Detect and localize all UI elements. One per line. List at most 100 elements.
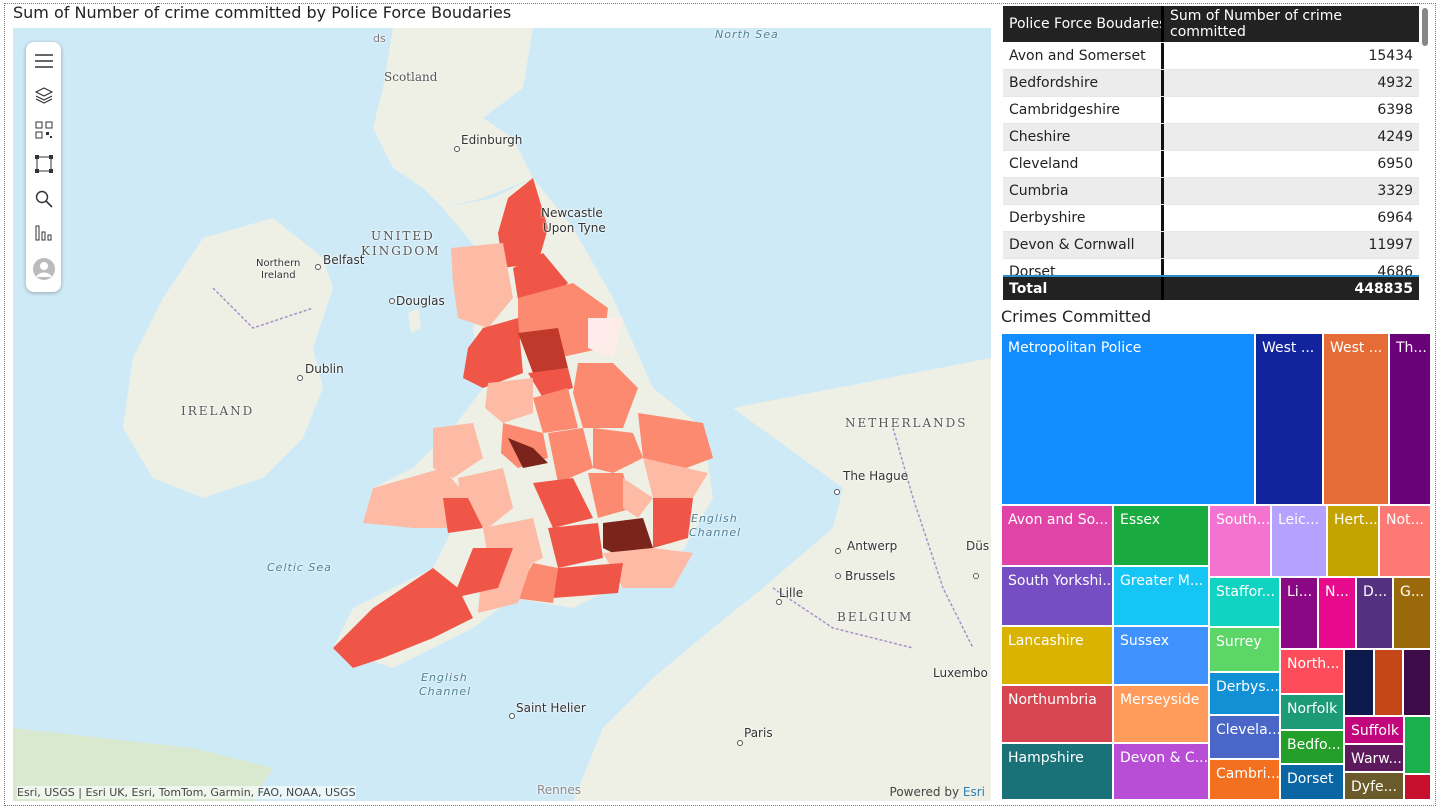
table-row[interactable]: Cambridgeshire 6398 <box>1003 97 1419 124</box>
map-label-douglas: Douglas <box>396 294 445 308</box>
table-row[interactable]: Avon and Somerset 15434 <box>1003 43 1419 70</box>
treemap-tile[interactable]: Li... <box>1280 577 1318 649</box>
city-dot <box>509 713 515 719</box>
map-label-newcastle-2: Upon Tyne <box>543 221 606 235</box>
table-row[interactable]: Cheshire 4249 <box>1003 124 1419 151</box>
map-label-english-channel-2b: Channel <box>419 685 472 698</box>
treemap-tile[interactable]: Bedfo... <box>1280 730 1344 764</box>
treemap-tile[interactable]: Lancashire <box>1001 626 1113 685</box>
map-attribution: Esri, USGS | Esri UK, Esri, TomTom, Garm… <box>17 786 356 799</box>
treemap-tile[interactable]: Hert... <box>1327 505 1379 577</box>
search-icon[interactable] <box>26 184 61 214</box>
map-label-celtic-sea: Celtic Sea <box>267 561 332 574</box>
map-toolbar <box>26 42 61 292</box>
table-scrollbar[interactable] <box>1421 6 1429 274</box>
treemap-tile[interactable]: N... <box>1318 577 1356 649</box>
treemap-tile[interactable]: Clevela... <box>1209 715 1280 759</box>
treemap-visual[interactable]: Crimes Committed Metropolitan Police West… <box>1001 306 1431 800</box>
cell-force: Avon and Somerset <box>1003 43 1164 69</box>
column-header-sum[interactable]: Sum of Number of crime committed <box>1170 8 1343 40</box>
treemap-tile[interactable] <box>1404 774 1431 800</box>
treemap-area: Metropolitan Police West ... West ... Th...… <box>1001 333 1431 800</box>
table-row[interactable]: Devon & Cornwall 11997 <box>1003 232 1419 259</box>
map-label-belgium: BELGIUM <box>837 610 914 624</box>
layers-icon[interactable] <box>26 80 61 110</box>
cell-value: 6964 <box>1377 210 1413 226</box>
treemap-tile[interactable]: G... <box>1393 577 1431 649</box>
select-region-icon[interactable] <box>26 149 61 179</box>
total-value: 448835 <box>1354 280 1413 297</box>
table-row[interactable]: Cumbria 3329 <box>1003 178 1419 205</box>
treemap-tile[interactable]: Northumbria <box>1001 685 1113 743</box>
hamburger-icon[interactable] <box>26 46 61 76</box>
table-header: Police Force Boudaries Sum of Number of … <box>1003 6 1419 42</box>
cell-value: 15434 <box>1368 48 1413 64</box>
treemap-tile[interactable]: Norfolk <box>1280 694 1344 730</box>
map-label-antwerp: Antwerp <box>847 539 898 553</box>
treemap-tile[interactable] <box>1404 716 1431 774</box>
treemap-tile[interactable]: Cambri... <box>1209 759 1280 800</box>
map-label-paris: Paris <box>744 726 773 740</box>
map-label-english-channel-a: English <box>691 512 738 525</box>
treemap-tile[interactable]: South Yorkshi... <box>1001 566 1113 626</box>
table-row[interactable]: Dorset 4686 <box>1003 259 1419 275</box>
treemap-tile[interactable]: Surrey <box>1209 627 1280 672</box>
cell-force: Cheshire <box>1003 124 1164 150</box>
city-dot <box>834 489 840 495</box>
treemap-tile[interactable]: Avon and So... <box>1001 505 1113 566</box>
cell-force: Bedfordshire <box>1003 70 1164 96</box>
treemap-tile[interactable] <box>1344 649 1374 716</box>
map-canvas[interactable]: North Sea ds Scotland Edinburgh Newcastl… <box>13 28 991 801</box>
table-row[interactable]: Bedfordshire 4932 <box>1003 70 1419 97</box>
map-label-the-hague: The Hague <box>843 469 909 483</box>
table-row[interactable]: Derbyshire 6964 <box>1003 205 1419 232</box>
treemap-tile[interactable]: Suffolk <box>1344 716 1404 744</box>
map-label-kingdom: KINGDOM <box>361 244 441 258</box>
treemap-tile[interactable]: West ... <box>1255 333 1323 505</box>
treemap-tile[interactable]: Staffor... <box>1209 577 1280 627</box>
avatar-icon[interactable] <box>26 254 61 284</box>
map-label-dus: Düs <box>966 539 990 553</box>
treemap-tile[interactable]: Devon & C... <box>1113 743 1209 800</box>
treemap-tile[interactable] <box>1403 649 1431 716</box>
treemap-tile[interactable]: North... <box>1280 649 1344 694</box>
treemap-tile[interactable]: Hampshire <box>1001 743 1113 800</box>
treemap-tile[interactable]: Metropolitan Police <box>1001 333 1255 505</box>
treemap-tile[interactable] <box>1374 649 1403 716</box>
treemap-tile[interactable]: Essex <box>1113 505 1209 566</box>
esri-link[interactable]: Esri <box>962 785 985 799</box>
map-label-ds: ds <box>373 32 386 45</box>
treemap-tile[interactable]: West ... <box>1323 333 1389 505</box>
treemap-tile[interactable]: D... <box>1356 577 1393 649</box>
map-label-north-sea: North Sea <box>715 28 779 41</box>
table-visual[interactable]: Police Force Boudaries Sum of Number of … <box>1003 6 1431 300</box>
treemap-tile[interactable]: South... <box>1209 505 1271 577</box>
city-dot <box>315 264 321 270</box>
treemap-tile[interactable]: Dyfe... <box>1344 772 1404 800</box>
table-row[interactable]: Cleveland 6950 <box>1003 151 1419 178</box>
treemap-tile[interactable]: Greater M... <box>1113 566 1209 626</box>
map-label-brussels: Brussels <box>845 569 896 583</box>
treemap-tile[interactable]: Warw... <box>1344 744 1404 772</box>
treemap-tile[interactable]: Derbys... <box>1209 672 1280 715</box>
scrollbar-thumb[interactable] <box>1422 8 1428 46</box>
cell-force: Dorset <box>1003 259 1164 275</box>
cell-force: Cambridgeshire <box>1003 97 1164 123</box>
treemap-tile[interactable]: Dorset <box>1280 764 1344 800</box>
treemap-tile[interactable]: Sussex <box>1113 626 1209 685</box>
column-header-force[interactable]: Police Force Boudaries <box>1003 6 1164 42</box>
bars-icon[interactable] <box>26 218 61 248</box>
map-label-ireland-n: Ireland <box>261 270 296 281</box>
city-dot <box>835 548 841 554</box>
qr-select-icon[interactable] <box>26 115 61 145</box>
map-visual[interactable]: Sum of Number of crime committed by Poli… <box>13 3 991 801</box>
map-label-belfast: Belfast <box>323 253 365 267</box>
treemap-tile[interactable]: Th... <box>1389 333 1431 505</box>
map-label-uk: UNITED <box>371 229 435 243</box>
treemap-tile[interactable]: Not... <box>1379 505 1431 577</box>
cell-value: 11997 <box>1368 237 1413 253</box>
map-label-netherlands: NETHERLANDS <box>845 416 968 430</box>
map-label-rennes: Rennes <box>537 783 582 797</box>
treemap-tile[interactable]: Merseyside <box>1113 685 1209 743</box>
treemap-tile[interactable]: Leic... <box>1271 505 1327 577</box>
